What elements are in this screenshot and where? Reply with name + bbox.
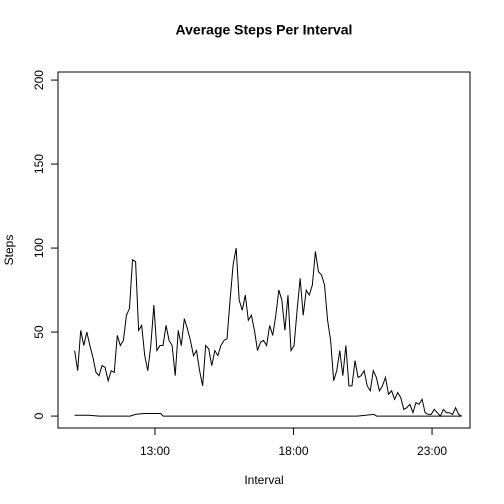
data-line — [74, 247, 462, 417]
y-tick-label: 50 — [32, 325, 46, 339]
x-tick-label: 23:00 — [417, 444, 447, 458]
y-tick-label: 150 — [32, 154, 46, 174]
x-tick-label: 13:00 — [140, 444, 170, 458]
chart-title: Average Steps Per Interval — [176, 22, 353, 38]
y-axis-label: Steps — [2, 235, 16, 266]
x-tick-label: 18:00 — [278, 444, 308, 458]
y-tick-label: 0 — [32, 412, 46, 419]
x-axis-label: Interval — [244, 473, 283, 487]
y-tick-label: 200 — [32, 70, 46, 90]
y-tick-label: 100 — [32, 238, 46, 258]
data-line — [74, 413, 462, 417]
